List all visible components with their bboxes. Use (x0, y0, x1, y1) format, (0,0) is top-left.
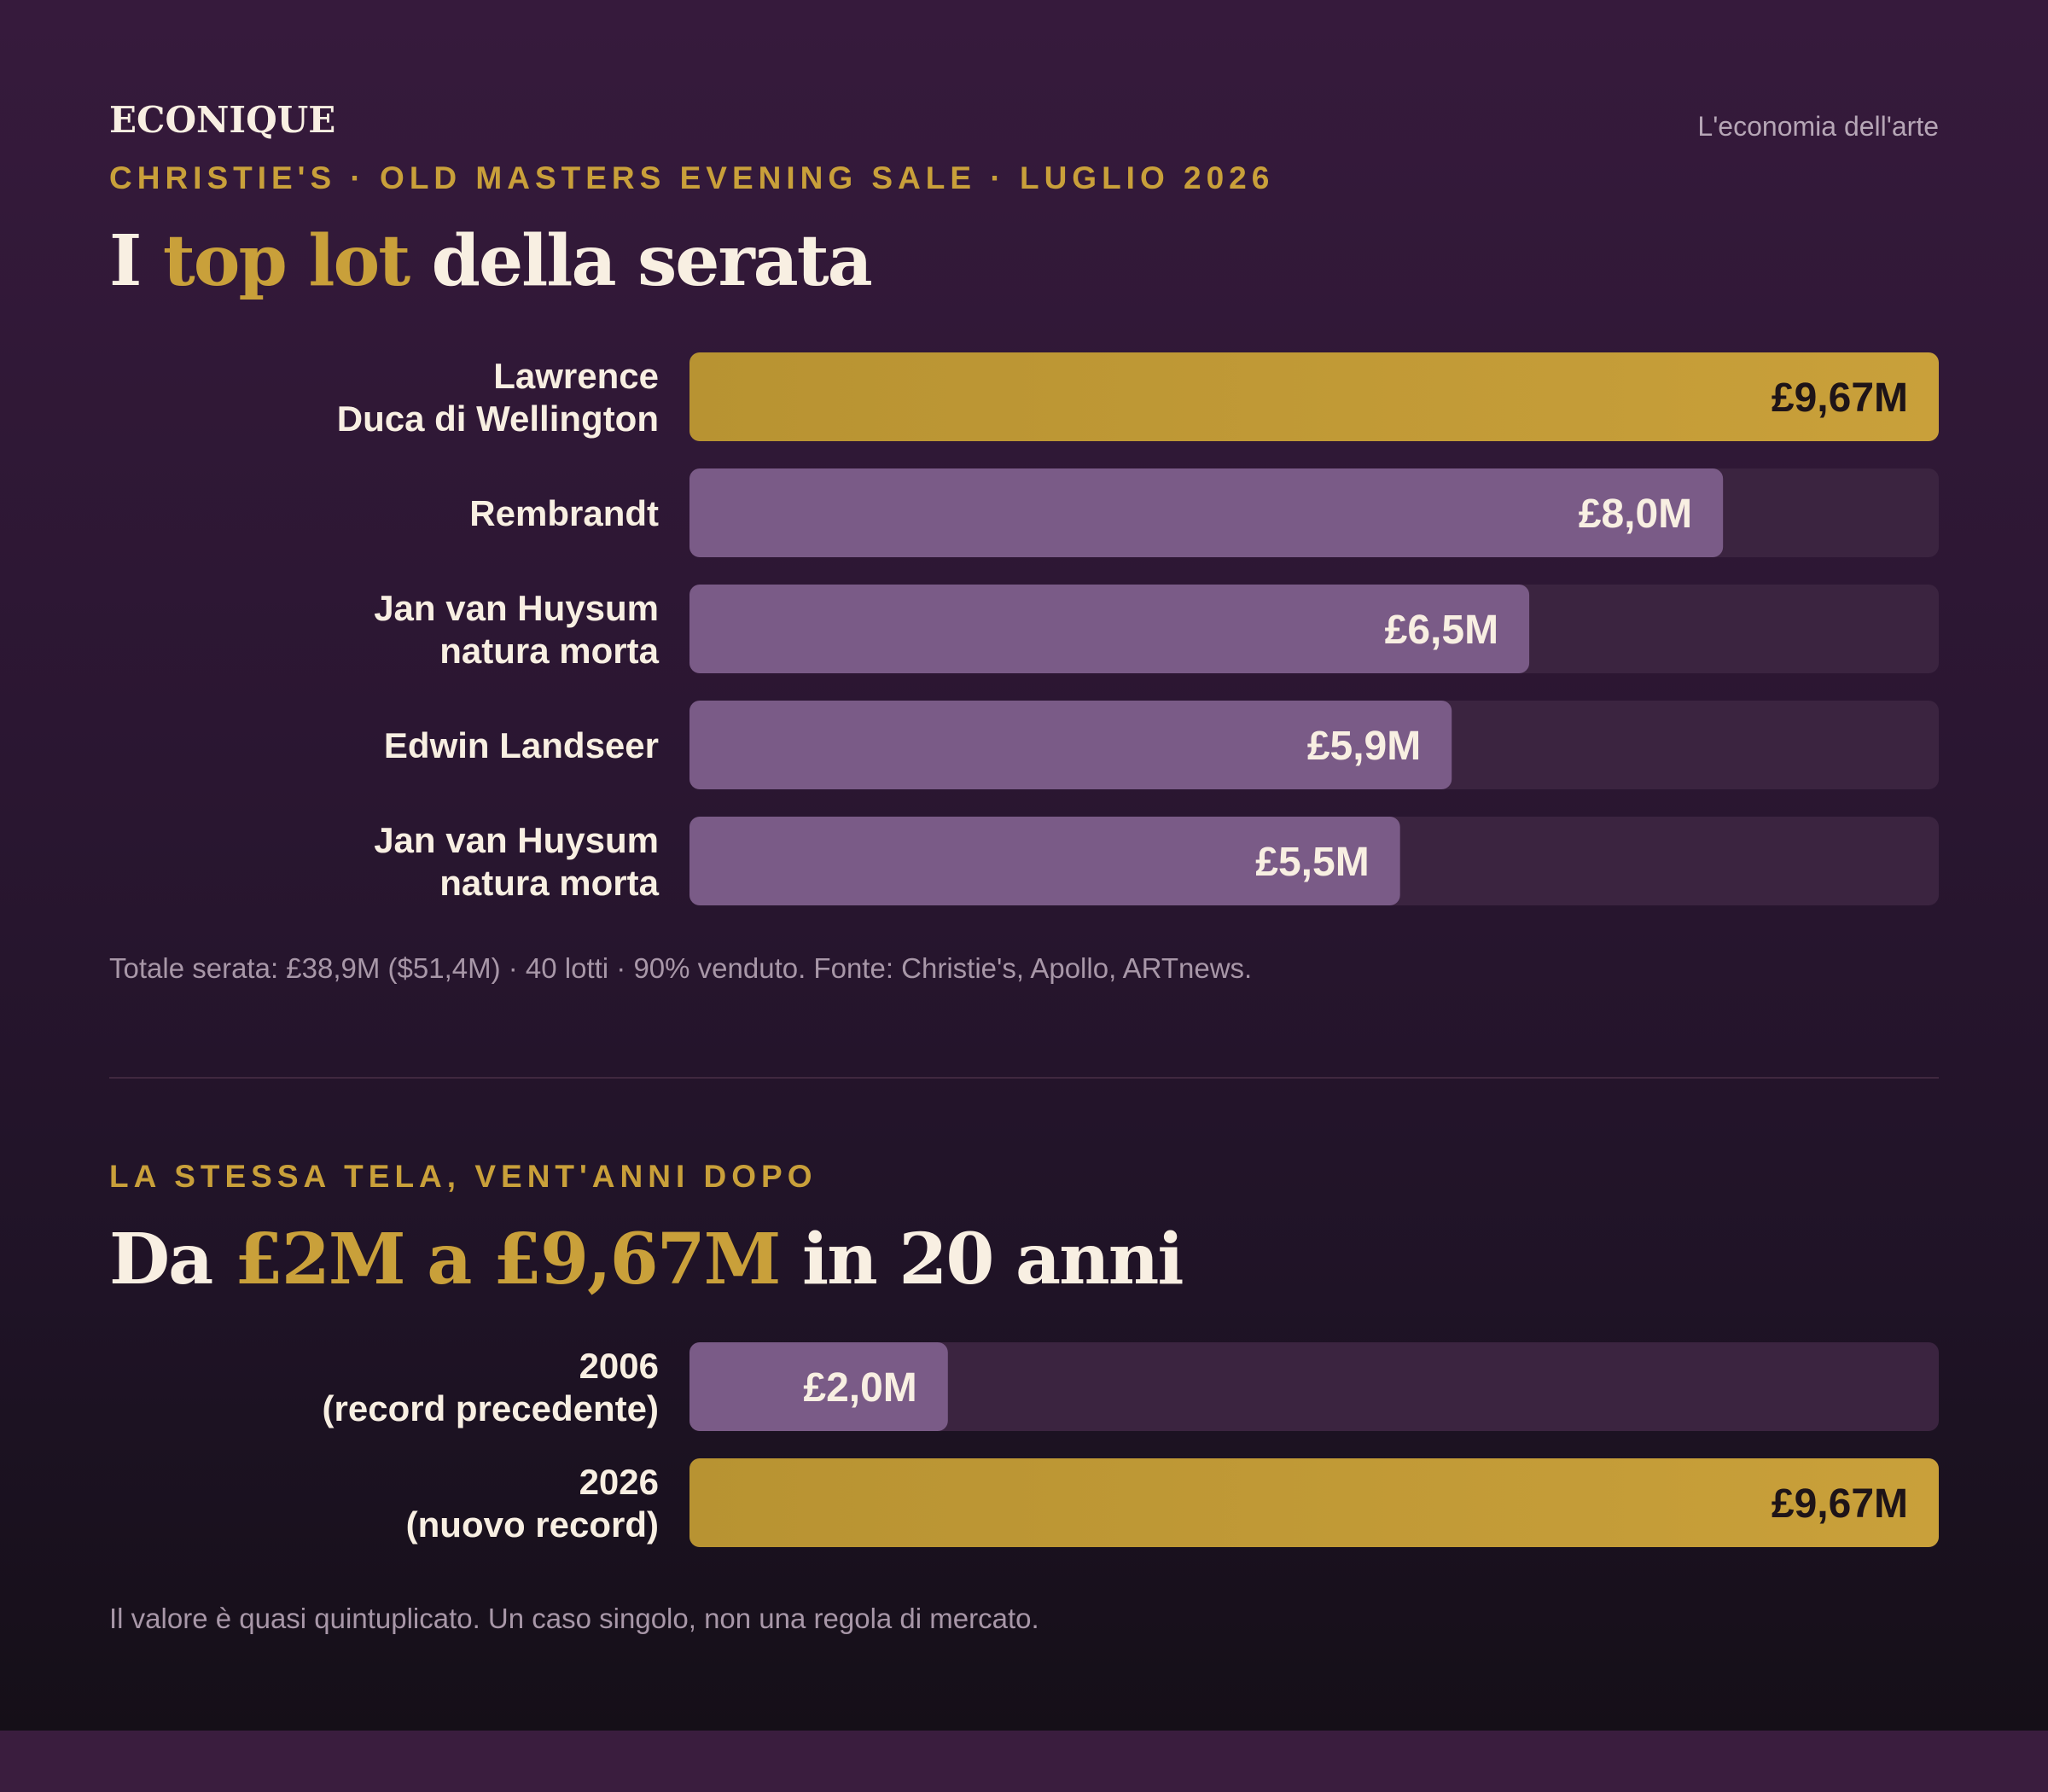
section2-title-pre: Da (109, 1219, 235, 1300)
section1-title-pre: I (109, 220, 163, 302)
section1-footnote: Totale serata: £38,9M ($51,4M) · 40 lott… (109, 952, 1253, 984)
section1-eyebrow: CHRISTIE'S · OLD MASTERS EVENING SALE · … (109, 160, 1275, 195)
bar-2 (689, 585, 1530, 673)
bar-value-label-3: £5,9M (1307, 724, 1421, 769)
record-comparison-bar-chart: £2,0M 2006(record precedente) £9,67M 2026(n… (323, 1342, 1939, 1547)
section1-title-highlight: top lot (162, 220, 410, 302)
section1-title-post: della serata (409, 220, 873, 302)
category-label-3-0: Edwin Landseer (384, 725, 659, 765)
category-label-2-0: Jan van Huysum (374, 588, 659, 628)
category-label-0-0: Lawrence (493, 356, 659, 396)
section2-title-highlight: £2M a £9,67M (234, 1219, 782, 1300)
bar-4 (689, 817, 1400, 905)
bar-value-label-1: £9,67M (1772, 1481, 1908, 1527)
bar-1 (689, 1458, 1939, 1547)
bar-0 (689, 1342, 948, 1431)
bar-value-label-4: £5,5M (1255, 840, 1369, 885)
infographic-canvas: ECONIQUE L'economia dell'arte CHRISTIE'S… (0, 0, 2048, 1731)
category-label-1-1: (nuovo record) (406, 1504, 659, 1545)
bar-0 (689, 352, 1939, 441)
bar-track-0 (689, 1342, 1939, 1431)
category-label-0-1: (record precedente) (323, 1388, 659, 1428)
bar-value-label-0: £2,0M (803, 1365, 916, 1411)
bar-value-label-0: £9,67M (1772, 375, 1908, 421)
bar-3 (689, 701, 1452, 789)
category-label-4-1: natura morta (439, 863, 659, 903)
category-label-4-0: Jan van Huysum (374, 820, 659, 860)
section2-title-post: in 20 anni (779, 1219, 1184, 1300)
bar-value-label-1: £8,0M (1579, 492, 1692, 537)
bar-1 (689, 468, 1724, 557)
category-label-0-0: 2006 (579, 1346, 659, 1386)
category-label-2-1: natura morta (439, 631, 659, 671)
section2-eyebrow: LA STESSA TELA, VENT'ANNI DOPO (109, 1159, 817, 1194)
category-label-1-0: 2026 (579, 1462, 659, 1502)
category-label-0-1: Duca di Wellington (337, 399, 659, 439)
section2-footnote: Il valore è quasi quintuplicato. Un caso… (109, 1603, 1039, 1634)
category-label-1-0: Rembrandt (469, 493, 659, 533)
section2-title: Da £2M a £9,67M in 20 anni (109, 1219, 1184, 1300)
footer-strip (0, 1731, 2048, 1792)
brand-logo: ECONIQUE (109, 99, 336, 141)
section1-title: I top lot della serata (109, 220, 873, 302)
section-divider (109, 1077, 1939, 1079)
tagline: L'economia dell'arte (1697, 111, 1939, 142)
bar-value-label-2: £6,5M (1385, 608, 1498, 653)
